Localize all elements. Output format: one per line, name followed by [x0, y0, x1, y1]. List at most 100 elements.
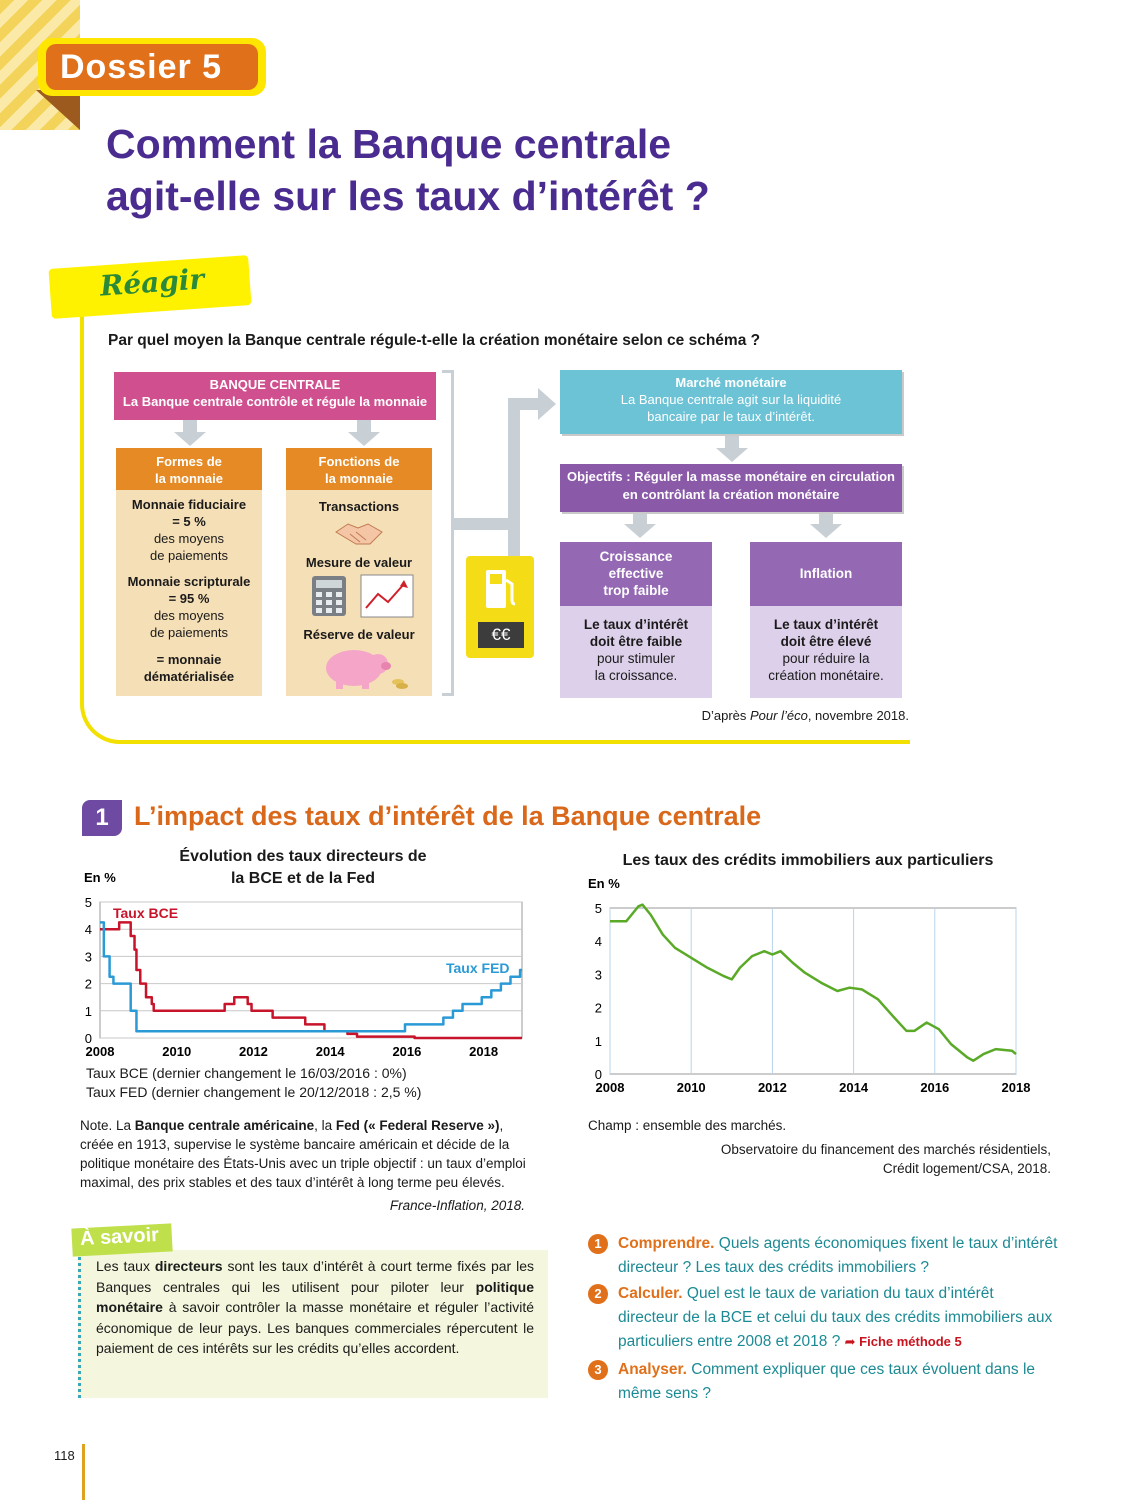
dossier-badge: Dossier 5 [46, 44, 258, 90]
connector-top [508, 398, 542, 410]
note-text: , la [314, 1118, 336, 1133]
arrow-right [538, 388, 556, 420]
chart2-source-line: Observatoire du financement des marchés … [720, 1142, 1051, 1157]
arrow-stem [183, 420, 197, 432]
series-line-1 [610, 903, 1017, 1062]
page-bar [82, 1444, 85, 1500]
source-suffix: , novembre 2018. [807, 708, 909, 723]
croissance-text: pour stimuler [596, 651, 676, 666]
y-tick-label: 4 [595, 934, 602, 949]
formes-text: de paiements [149, 548, 229, 563]
x-tick-label: 2018 [469, 1044, 498, 1059]
question-item: 2 Calculer. Quel est le taux de variatio… [588, 1282, 1058, 1354]
series-label: Taux BCE [113, 905, 178, 921]
marche-text: bancaire par le taux d’intérêt. [647, 409, 815, 424]
inflation-title: Inflation [799, 566, 853, 581]
chart2-champ: Champ : ensemble des marchés. [588, 1118, 787, 1133]
piggy-bank-icon [326, 650, 408, 689]
handshake-icon [335, 523, 383, 545]
question-verb: Analyser. [618, 1361, 687, 1378]
x-tick-label: 2012 [758, 1080, 787, 1095]
chart2-svg: 0 1 2 3 4 5 2008 2010 2012 2014 2016 2018 En % [588, 876, 1031, 1095]
question-text: Quels agents économiques fixent le taux … [618, 1235, 1058, 1276]
series-line-2 [100, 921, 522, 1033]
source-prefix: D’après [701, 708, 750, 723]
chart2-source: Observatoire du financement des marchés … [721, 1140, 1051, 1178]
croissance-text: la croissance. [594, 668, 678, 683]
note-bold: Fed (« Federal Reserve ») [335, 1118, 500, 1133]
note-text: Note. La [80, 1118, 135, 1133]
inflation-text: Le taux d’intérêt [773, 617, 879, 632]
croissance-body: Le taux d’intérêt doit être faible pour … [560, 606, 712, 698]
fiche-methode-link[interactable]: ➦ Fiche méthode 5 [844, 1334, 962, 1349]
asavoir-bold: politique monétaire [96, 1278, 534, 1316]
bracket-connector [442, 370, 454, 696]
fiche-methode-label: Fiche méthode 5 [859, 1334, 962, 1349]
chart-growth-icon [360, 574, 414, 618]
chart1-footnotes: Taux BCE (dernier changement le 16/03/20… [86, 1064, 421, 1102]
section-number: 1 [82, 800, 122, 836]
marche-text: La Banque centrale agit sur la liquidité [620, 392, 842, 407]
croissance-title: Croissance [599, 549, 673, 564]
arrow-stem [725, 436, 739, 448]
asavoir-text: sont les taux d’intérêt à court terme fi… [96, 1258, 534, 1295]
chart1-title-line: Évolution des taux directeurs de [179, 848, 427, 865]
chart1-footnote: Taux BCE (dernier changement le 16/03/20… [86, 1065, 407, 1081]
x-tick-label: 2010 [162, 1044, 191, 1059]
arrow-down [174, 432, 206, 446]
objectifs-text: en contrôlant la création monétaire [622, 487, 840, 502]
x-tick-label: 2016 [920, 1080, 949, 1095]
chart2-source-line: Crédit logement/CSA, 2018. [882, 1161, 1051, 1176]
reagir-question: Par quel moyen la Banque centrale régule… [108, 332, 761, 349]
fonctions-body: Transactions Mesure de valeur Réserve de… [286, 490, 432, 696]
asavoir-bold: directeurs [154, 1258, 223, 1274]
x-tick-label: 2012 [239, 1044, 268, 1059]
x-tick-label: 2008 [596, 1080, 625, 1095]
y-tick-label: 0 [85, 1031, 92, 1046]
arrow-stem [357, 420, 371, 432]
croissance-title: effective [608, 566, 664, 581]
y-tick-label: 1 [85, 1004, 92, 1019]
chart1-title: Évolution des taux directeurs de la BCE … [150, 846, 456, 890]
fonction-mesure: Mesure de valeur [305, 555, 413, 570]
page-title: Comment la Banque centrale agit-elle sur… [106, 118, 1006, 222]
croissance-header: Croissance effective trop faible [560, 542, 712, 606]
x-tick-label: 2010 [677, 1080, 706, 1095]
chart-frame [609, 907, 1017, 1075]
marche-monetaire-box: Marché monétaire La Banque centrale agit… [560, 370, 902, 434]
croissance-text: Le taux d’intérêt [583, 617, 689, 632]
page-title-line2: agit-elle sur les taux d’intérêt ? [106, 173, 710, 219]
x-tick-label: 2014 [839, 1080, 869, 1095]
y-tick-label: 2 [595, 1001, 602, 1016]
asavoir-body: Les taux directeurs sont les taux d’inté… [96, 1256, 534, 1359]
arrow-down [624, 524, 656, 538]
fonctions-title-line1: Fonctions de [318, 454, 400, 469]
reagir-frame [80, 300, 910, 744]
note-text: , créée en 1913, supervise le système ba… [80, 1118, 526, 1190]
x-tick-label: 2014 [316, 1044, 346, 1059]
formes-text: = 5 % [172, 514, 206, 529]
asavoir-text: à savoir contrôler la masse monétaire et… [96, 1299, 534, 1356]
section-title: L’impact des taux d’intérêt de la Banque… [134, 801, 762, 831]
y-tick-label: 4 [85, 922, 92, 937]
formes-text: = monnaie [156, 652, 222, 667]
banque-centrale-subtitle: La Banque centrale contrôle et régule la… [122, 394, 428, 409]
inflation-text: création monétaire. [768, 668, 884, 683]
formes-body: Monnaie fiduciaire = 5 % des moyens de p… [116, 490, 262, 696]
question-text: Quel est le taux de variation du taux d’… [618, 1285, 1053, 1350]
arrow-stem [633, 512, 647, 524]
formes-text: des moyens [153, 608, 225, 623]
fuel-pump-icon [486, 570, 516, 608]
asavoir-tag: À savoir [79, 1223, 160, 1251]
y-tick-label: 5 [595, 901, 602, 916]
asavoir-text: Les taux [96, 1258, 155, 1274]
formes-title-line2: la monnaie [155, 471, 223, 486]
question-number: 1 [588, 1234, 608, 1254]
x-tick-label: 2018 [1002, 1080, 1031, 1095]
fonctions-title-line2: la monnaie [325, 471, 393, 486]
objectifs-box: Objectifs : Réguler la masse monétaire e… [560, 464, 902, 512]
x-tick-label: 2016 [392, 1044, 421, 1059]
x-tick-label: 2008 [86, 1044, 115, 1059]
y-axis-label: En % [84, 870, 116, 885]
y-tick-label: 3 [85, 949, 92, 964]
